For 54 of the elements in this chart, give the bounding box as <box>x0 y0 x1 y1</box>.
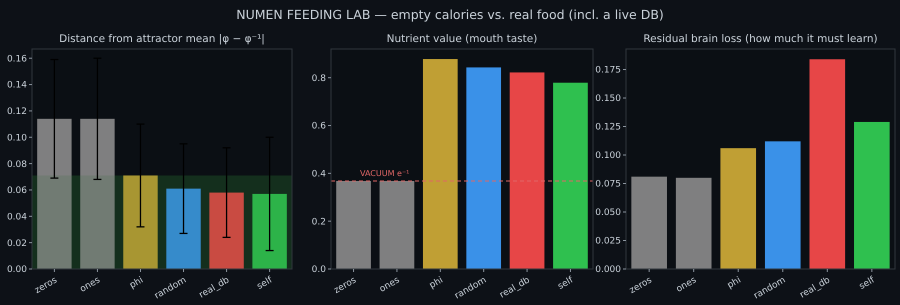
y-tick-label: 0.125 <box>595 122 621 133</box>
y-tick-label: 0.0 <box>312 265 326 276</box>
y-tick-label: 0.025 <box>595 236 621 247</box>
bar <box>37 118 72 269</box>
chart-title: Distance from attractor mean |φ − φ⁻¹| <box>59 33 265 45</box>
bar <box>676 178 712 269</box>
bar <box>553 82 588 269</box>
bar <box>80 118 115 269</box>
bar <box>336 181 371 269</box>
y-tick-label: 0.10 <box>6 133 28 144</box>
x-tick-label: self <box>858 274 878 292</box>
x-tick-label: phi <box>726 275 743 292</box>
y-tick-label: 0.04 <box>6 212 28 222</box>
ref-line-label: VACUUM e⁻¹ <box>360 169 410 178</box>
x-tick-label: self <box>255 274 275 292</box>
y-tick-label: 0.14 <box>6 80 28 91</box>
bar <box>166 188 201 269</box>
y-tick-label: 0.000 <box>595 265 622 276</box>
y-tick-label: 0.2 <box>312 217 326 228</box>
x-tick-label: ones <box>674 275 699 295</box>
y-tick-label: 0.175 <box>595 66 621 76</box>
bar <box>631 176 667 269</box>
bar <box>510 72 544 269</box>
y-tick-label: 0.16 <box>6 54 28 64</box>
bar <box>466 67 502 269</box>
x-tick-label: ones <box>378 275 402 295</box>
bar <box>422 59 458 269</box>
y-tick-label: 0.6 <box>312 122 326 132</box>
y-tick-label: 0.100 <box>595 151 622 162</box>
y-tick-label: 0.00 <box>6 265 28 276</box>
y-tick-label: 0.8 <box>312 74 326 84</box>
bar <box>209 192 244 269</box>
chart-title: Residual brain loss (how much it must learn) <box>643 33 878 45</box>
text: NUMEN FEEDING LAB — empty calories vs. real food (incl. a live DB) <box>236 7 664 22</box>
y-tick-label: 0.12 <box>6 107 27 118</box>
bar <box>720 148 756 269</box>
y-tick-label: 0.150 <box>595 94 622 104</box>
y-tick-label: 0.06 <box>6 186 28 196</box>
bar <box>854 122 890 269</box>
y-tick-label: 0.4 <box>312 170 326 180</box>
y-tick-label: 0.075 <box>595 180 621 190</box>
bar <box>252 194 287 269</box>
y-tick-label: 0.02 <box>6 238 27 249</box>
y-tick-label: 0.050 <box>595 208 622 218</box>
y-tick-label: 0.08 <box>6 160 28 170</box>
bar <box>123 175 158 269</box>
chart-title: Nutrient value (mouth taste) <box>386 33 538 45</box>
x-tick-label: self <box>556 274 576 292</box>
x-tick-label: phi <box>428 275 445 292</box>
x-tick-label: phi <box>128 275 146 292</box>
x-tick-label: ones <box>78 275 102 295</box>
bar <box>809 59 846 269</box>
bar <box>380 181 414 269</box>
bar <box>764 141 801 269</box>
